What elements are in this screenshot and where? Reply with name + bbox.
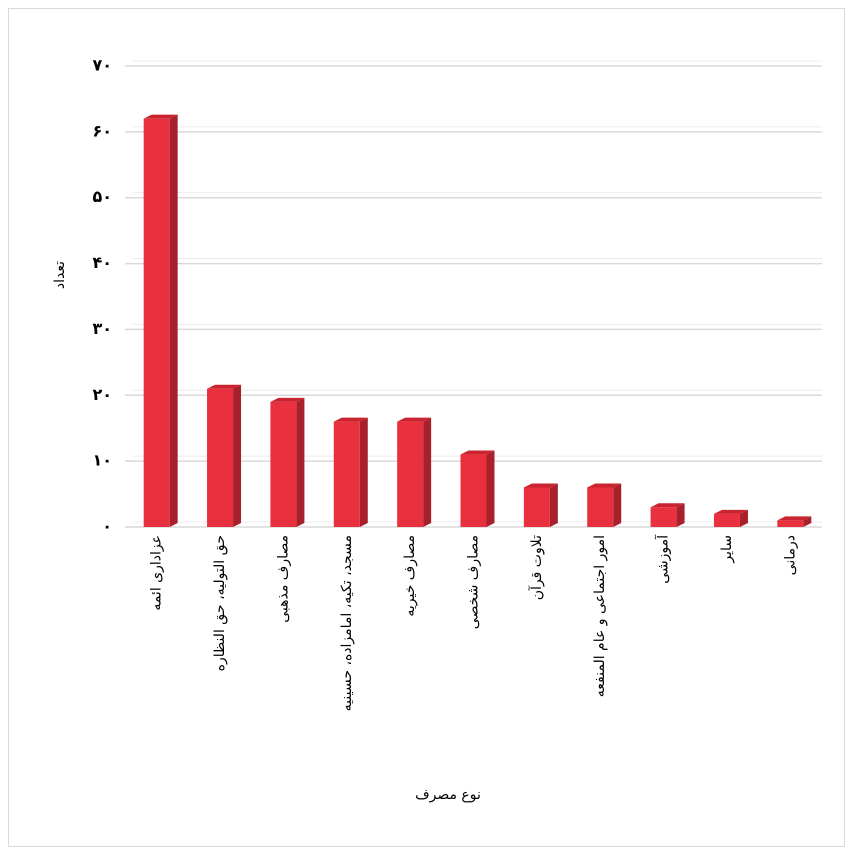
bar-side <box>803 516 812 527</box>
bar <box>587 487 614 527</box>
bar <box>397 421 424 527</box>
y-tick-label: ۶٠ <box>92 121 112 140</box>
bar-side <box>423 417 432 527</box>
bar-top <box>587 483 622 488</box>
x-tick-label: مصارف مذهبی <box>275 535 291 623</box>
x-tick-label: آموزشی <box>655 534 672 584</box>
y-axis-title: تعداد <box>52 261 68 289</box>
x-tick-label: مسجد، تکیه، امامزاده، حسینیه <box>339 535 355 711</box>
bar-side <box>359 417 368 527</box>
bar-top <box>143 114 178 119</box>
y-tick-label: ٧٠ <box>92 56 112 75</box>
bar <box>713 513 740 527</box>
y-tick-label: ۴٠ <box>92 253 112 272</box>
bar-top <box>523 483 558 488</box>
y-tick-label: ٣٠ <box>92 319 112 338</box>
bar-top <box>207 384 242 389</box>
x-tick-label: مصارف خیریه <box>402 535 418 617</box>
bar-side <box>549 483 558 527</box>
bar-side <box>676 503 685 527</box>
x-tick-label: حق التولیه، حق النظاره <box>212 535 228 671</box>
bar-top <box>460 450 495 455</box>
bar-top <box>713 509 748 514</box>
bar <box>460 454 487 527</box>
bar-side <box>296 397 305 527</box>
bar-side <box>613 483 622 527</box>
x-tick-label: درمانی <box>782 535 798 575</box>
x-tick-label: عزاداری ائمه <box>149 535 165 611</box>
y-tick-label: ۵٠ <box>92 187 112 206</box>
bar-top <box>777 516 812 521</box>
bar-side <box>233 384 242 527</box>
bar-side <box>739 509 748 527</box>
bar-top <box>333 417 368 422</box>
bar <box>777 520 804 527</box>
bar <box>333 421 360 527</box>
bar-side <box>169 114 178 527</box>
y-tick-label: ٢٠ <box>92 385 112 404</box>
x-tick-label: تلاوت قرآن <box>528 535 545 600</box>
x-tick-label: امور اجتماعی و عام المنفعه <box>592 535 608 697</box>
bar <box>207 388 234 527</box>
x-tick-label: مصارف شخصی <box>466 535 482 629</box>
x-tick-label: سایر <box>719 535 735 564</box>
bar-top <box>650 503 685 508</box>
y-tick-label: ١٠ <box>92 451 112 470</box>
x-axis-title: نوع مصرف <box>415 787 481 803</box>
bar-side <box>486 450 495 527</box>
bar <box>143 118 170 527</box>
bar-top <box>270 397 305 402</box>
bar <box>270 401 297 527</box>
bar <box>650 507 677 527</box>
bar-top <box>397 417 432 422</box>
bar <box>523 487 550 527</box>
y-tick-label: ٠ <box>102 517 112 536</box>
